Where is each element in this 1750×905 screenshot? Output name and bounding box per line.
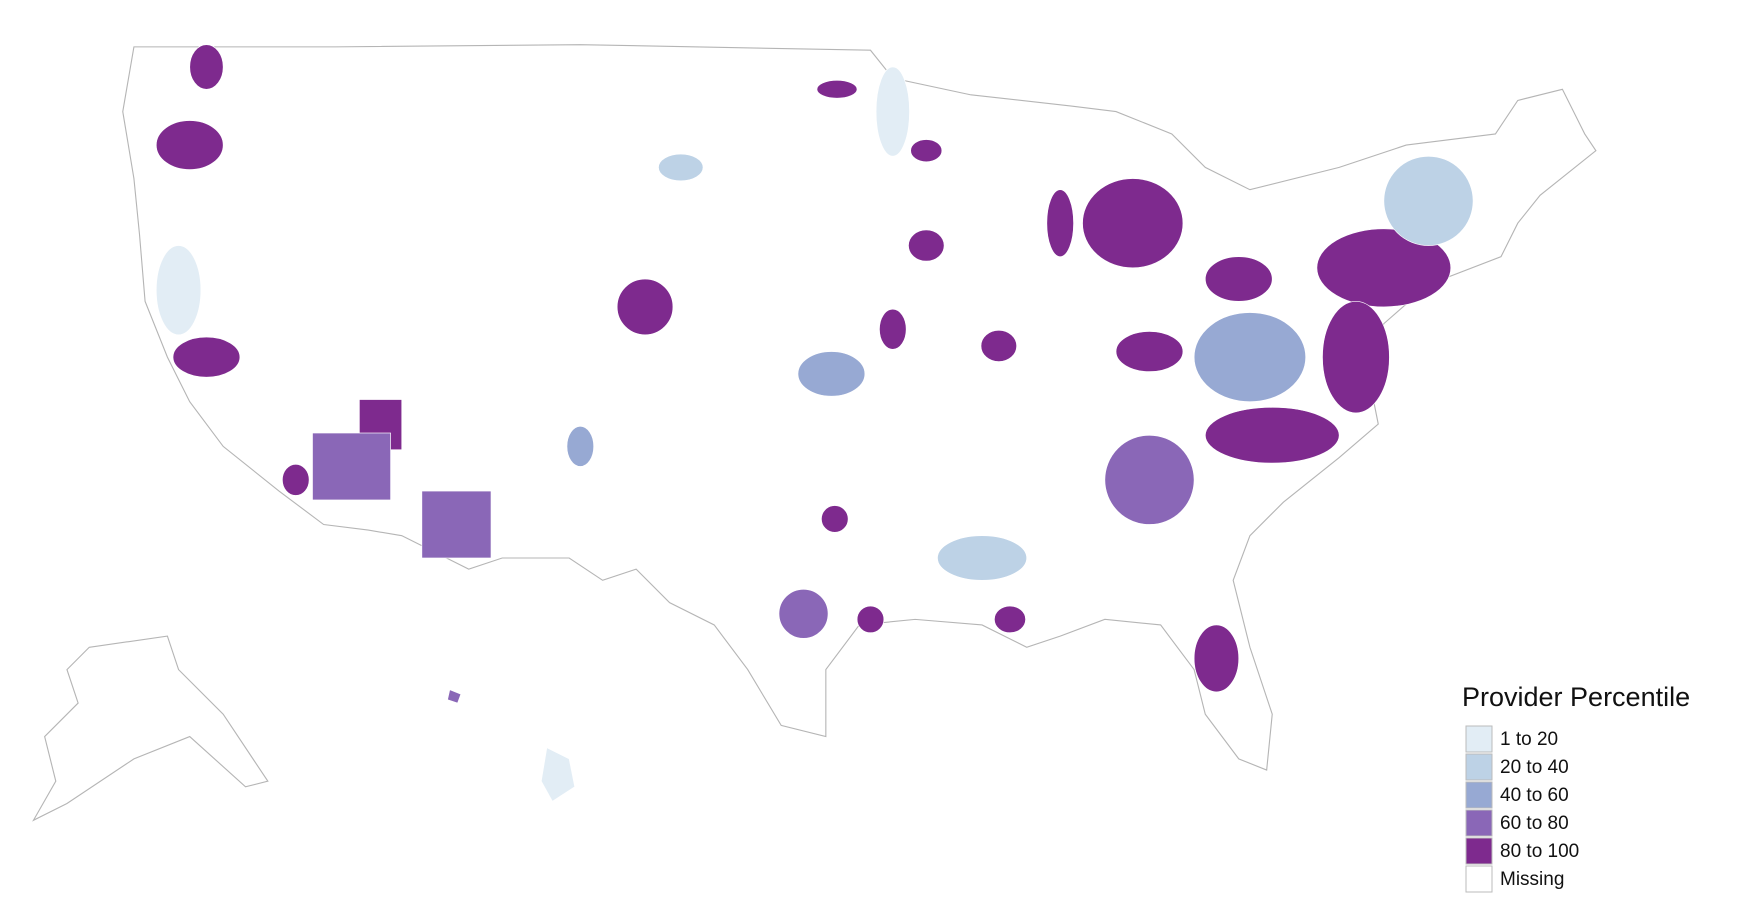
county-cluster [189,44,224,90]
county-cluster [879,308,907,350]
county-cluster [821,505,849,533]
county-cluster [1204,256,1273,302]
legend-swatch [1465,753,1493,781]
county-cluster [937,535,1028,581]
county-cluster [994,605,1026,634]
county-cluster [282,463,310,496]
county-cluster [566,425,595,467]
legend-swatch [1465,809,1493,837]
county-cluster [1082,178,1184,269]
legend-swatch [1465,865,1493,893]
hawaii-island [447,689,462,704]
county-cluster [172,336,241,378]
county-cluster [1046,189,1074,258]
legend-label: 40 to 60 [1500,785,1569,806]
county-cluster [155,120,224,170]
legend-title: Provider Percentile [1462,682,1690,712]
county-cluster [1204,407,1340,464]
legend-label: 20 to 40 [1500,757,1569,778]
county-cluster [616,278,674,336]
county-cluster [856,605,885,634]
county-cluster [875,66,910,157]
county-cluster [1383,155,1474,246]
county-cluster [1104,434,1195,525]
county-cluster [980,330,1018,362]
county-cluster [1193,624,1240,693]
alaska [32,635,269,822]
legend: Provider Percentile 1 to 20 20 to 40 40 to… [1462,682,1690,893]
county-cluster [778,588,829,639]
hawaii [540,747,576,802]
counties [155,44,1474,693]
county-cluster [155,245,202,336]
county-cluster [421,490,492,559]
county-cluster [797,351,866,397]
legend-label: 80 to 100 [1500,841,1579,862]
county-cluster [908,229,945,262]
county-cluster [816,80,858,99]
county-cluster [1115,331,1184,372]
legend-label: Missing [1500,869,1564,890]
legend-label: 1 to 20 [1500,729,1558,750]
county-cluster [1322,300,1390,414]
county-cluster [312,432,391,501]
map [32,44,1597,822]
county-cluster [1316,228,1452,308]
county-cluster [658,153,704,182]
county-cluster [1193,312,1307,403]
legend-swatch [1465,781,1493,809]
legend-swatch [1465,725,1493,753]
legend-label: 60 to 80 [1500,813,1569,834]
county-cluster [910,139,943,163]
legend-swatch [1465,837,1493,865]
contiguous-us [122,44,1597,771]
